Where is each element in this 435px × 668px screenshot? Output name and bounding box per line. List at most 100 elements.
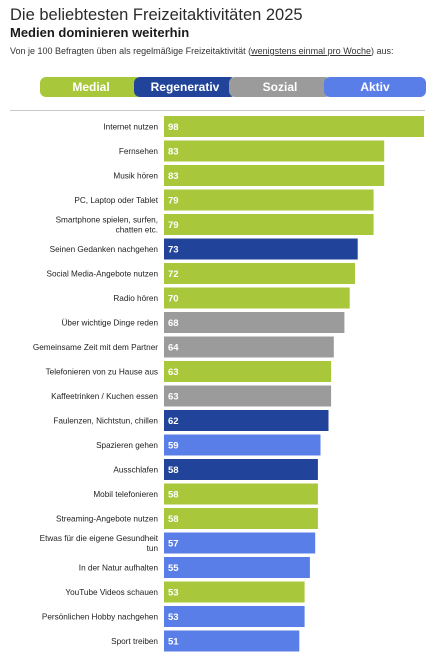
legend-aktiv: Aktiv	[324, 77, 426, 97]
bar	[164, 581, 305, 603]
bar	[164, 140, 385, 162]
legend-medial: Medial	[40, 77, 142, 97]
bar-row: 68 Über wichtige Dinge reden	[62, 312, 345, 333]
category-label: YouTube Videos schauen	[65, 588, 158, 597]
bar-row: 53 YouTube Videos schauen	[65, 581, 305, 603]
bar-value-label: 55	[168, 563, 179, 574]
bar	[164, 557, 310, 578]
bar	[164, 410, 329, 431]
legend-label-aktiv: Aktiv	[360, 80, 390, 94]
bar	[164, 630, 300, 652]
bar	[164, 336, 334, 358]
legend-regenerativ: Regenerativ	[134, 77, 236, 97]
bar	[164, 287, 350, 309]
bar-value-label: 79	[168, 196, 179, 207]
bar-row: 63 Telefonieren von zu Hause aus	[46, 361, 332, 382]
bar	[164, 189, 374, 211]
legend: Medial Regenerativ Sozial Aktiv	[0, 77, 435, 99]
bar	[164, 165, 385, 186]
bar	[164, 606, 305, 627]
category-label: Über wichtige Dinge reden	[62, 318, 159, 328]
bar	[164, 532, 316, 554]
bar-value-label: 58	[168, 514, 179, 525]
bar-value-label: 53	[168, 588, 179, 599]
bar-row: 83 Musik hören	[113, 165, 385, 186]
bar-value-label: 70	[168, 294, 179, 305]
category-label: Telefonieren von zu Hause aus	[46, 368, 158, 377]
bar-row: 51 Sport treiben	[111, 630, 300, 652]
category-label: Kaffeetrinken / Kuchen essen	[51, 392, 158, 401]
category-label: Persönlichen Hobby nachgehen	[42, 613, 159, 622]
category-label: Musik hören	[113, 172, 158, 181]
category-label: Seinen Gedanken nachgehen	[50, 245, 159, 254]
legend-label-regenerativ: Regenerativ	[150, 80, 220, 94]
bar	[164, 483, 318, 505]
bar-row: 59 Spazieren gehen	[96, 434, 321, 456]
bar	[164, 116, 424, 137]
bar-row: 58 Ausschlafen	[113, 459, 318, 480]
category-label: Smartphone spielen, surfen, chatten etc.	[56, 216, 158, 235]
bar	[164, 385, 332, 407]
category-label: Ausschlafen	[113, 466, 158, 475]
category-label: Etwas für die eigene Gesundheit tun	[40, 534, 159, 553]
bar-value-label: 63	[168, 392, 179, 403]
bar	[164, 238, 358, 260]
category-label: Sport treiben	[111, 637, 158, 646]
bar	[164, 263, 355, 284]
category-label: Faulenzen, Nichtstun, chillen	[53, 417, 158, 426]
bar	[164, 434, 321, 456]
category-label: Fernsehen	[119, 147, 159, 156]
bar-value-label: 59	[168, 441, 179, 452]
bar	[164, 214, 374, 235]
bar-value-label: 83	[168, 171, 179, 182]
legend-sozial: Sozial	[229, 77, 331, 97]
bar-row: 79 Smartphone spielen, surfen, chatten etc…	[56, 214, 374, 235]
bar-row: 83 Fernsehen	[119, 140, 385, 162]
bar	[164, 508, 318, 529]
legend-label-medial: Medial	[72, 80, 110, 94]
bar-row: 64 Gemeinsame Zeit mit dem Partner	[33, 336, 334, 358]
category-label: Streaming-Angebote nutzen	[56, 515, 158, 524]
bar-row: 72 Social Media-Angebote nutzen	[46, 263, 355, 284]
bar-row: 98 Internet nutzen	[103, 116, 424, 137]
category-label: Internet nutzen	[103, 123, 158, 132]
bar-value-label: 68	[168, 318, 179, 329]
bar-value-label: 79	[168, 220, 179, 231]
bar-value-label: 51	[168, 637, 179, 648]
bar-row: 63 Kaffeetrinken / Kuchen essen	[51, 385, 332, 407]
category-label: PC, Laptop oder Tablet	[74, 196, 158, 205]
bar-chart: 98 Internet nutzen 83 Fernsehen 83 Musik höre…	[33, 116, 424, 652]
bar-value-label: 73	[168, 245, 179, 256]
bar-value-label: 63	[168, 367, 179, 378]
bar-value-label: 72	[168, 269, 179, 280]
bar-row: 55 In der Natur aufhalten	[79, 557, 310, 578]
bar	[164, 312, 345, 333]
chart-subtitle: Medien dominieren weiterhin	[10, 25, 190, 40]
bar-value-label: 53	[168, 612, 179, 623]
bar-value-label: 98	[168, 122, 179, 133]
category-label: Mobil telefonieren	[93, 490, 158, 499]
bar-value-label: 57	[168, 539, 179, 550]
bar-value-label: 64	[168, 343, 179, 354]
chart-title: Die beliebtesten Freizeitaktivitäten 202…	[10, 6, 303, 24]
survey-note: Von je 100 Befragten üben als regelmäßig…	[10, 45, 428, 58]
bar-row: 53 Persönlichen Hobby nachgehen	[42, 606, 305, 627]
category-label: In der Natur aufhalten	[79, 564, 159, 573]
bar-row: 58 Streaming-Angebote nutzen	[56, 508, 318, 529]
category-label: Gemeinsame Zeit mit dem Partner	[33, 343, 158, 352]
bar-value-label: 58	[168, 465, 179, 476]
bar-row: 58 Mobil telefonieren	[93, 483, 318, 505]
bar-value-label: 62	[168, 416, 179, 427]
divider	[10, 110, 425, 111]
bar-value-label: 83	[168, 147, 179, 158]
bar-value-label: 58	[168, 490, 179, 501]
bar	[164, 459, 318, 480]
bar-row: 70 Radio hören	[113, 287, 350, 309]
legend-label-sozial: Sozial	[262, 80, 298, 94]
note-suffix: ) aus:	[371, 46, 394, 56]
bar-row: 79 PC, Laptop oder Tablet	[74, 189, 374, 211]
note-prefix: Von je 100 Befragten üben als regelmäßig…	[10, 46, 252, 56]
category-label: Radio hören	[113, 294, 158, 303]
bar-row: 57 Etwas für die eigene Gesundheit tun	[40, 532, 316, 554]
category-label: Spazieren gehen	[96, 441, 158, 450]
